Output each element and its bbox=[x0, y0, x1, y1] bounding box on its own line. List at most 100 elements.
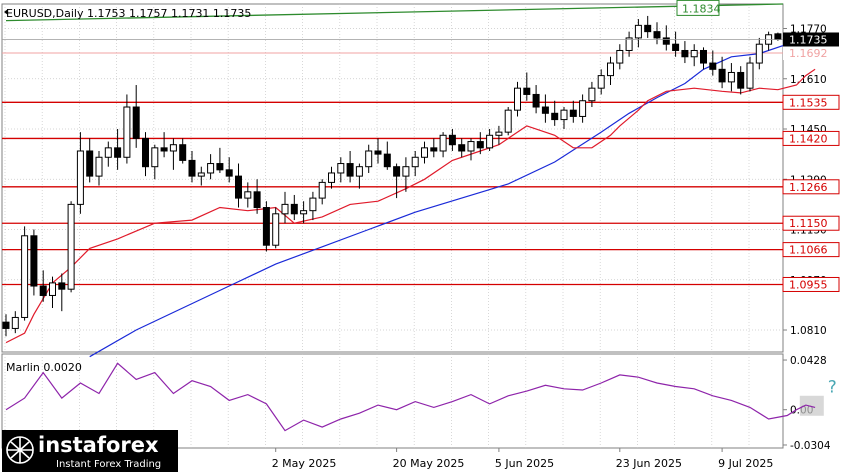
instaforex-logo: instaforex Instant Forex Trading bbox=[2, 430, 178, 472]
candle-bull bbox=[21, 235, 29, 318]
candle-bear bbox=[458, 144, 466, 152]
x-tick-label: 23 Jun 2025 bbox=[616, 457, 682, 470]
candle-bull bbox=[67, 203, 75, 290]
candle-bear bbox=[179, 144, 187, 161]
candle-bull bbox=[411, 156, 419, 168]
candle-bear bbox=[253, 191, 261, 209]
candle-bull bbox=[95, 156, 103, 177]
header-arrow-icon bbox=[4, 9, 8, 15]
indicator-tick-label: -0.0304 bbox=[790, 440, 831, 452]
candle-bull bbox=[560, 109, 568, 121]
candle-bear bbox=[532, 93, 540, 108]
candle-bull bbox=[169, 144, 177, 152]
candle-bull bbox=[467, 141, 475, 152]
candle-bull bbox=[197, 172, 205, 177]
candle-bear bbox=[774, 33, 782, 40]
candle-bear bbox=[58, 282, 66, 290]
instaforex-logo-icon bbox=[6, 436, 34, 464]
candle-bull bbox=[355, 166, 363, 177]
chart-header: EURUSD,Daily 1.1753 1.1757 1.1731 1.1735 bbox=[6, 7, 251, 20]
level-tag-label: 1.1535 bbox=[789, 96, 828, 109]
price-tick-label: 1.1610 bbox=[790, 74, 827, 86]
candle-bull bbox=[309, 197, 317, 212]
candle-bear bbox=[523, 87, 531, 95]
candle-bull bbox=[421, 147, 428, 158]
indicator-question-mark: ? bbox=[828, 377, 837, 397]
candle-bull bbox=[755, 43, 763, 64]
candle-bear bbox=[114, 147, 122, 158]
indicator-tick-label: 0.0428 bbox=[790, 355, 827, 367]
level-tag-label: 1.1266 bbox=[789, 181, 828, 194]
watermark-tagline: Instant Forex Trading bbox=[56, 459, 161, 470]
candle-bear bbox=[672, 43, 680, 51]
candle-bear bbox=[86, 150, 94, 177]
level-tag-box bbox=[782, 242, 840, 258]
candle-bear bbox=[662, 37, 670, 45]
candle-bear bbox=[39, 285, 47, 296]
candle-bull bbox=[318, 181, 326, 199]
candle-bear bbox=[569, 109, 577, 117]
candle-bull bbox=[365, 150, 373, 168]
candle-bull bbox=[746, 62, 754, 89]
candle-bull bbox=[579, 100, 587, 117]
level-tag-box bbox=[782, 179, 840, 195]
level-tag-label: 1.1150 bbox=[789, 217, 828, 230]
candle-bull bbox=[300, 210, 308, 215]
candle-bull bbox=[625, 37, 633, 51]
candle-bull bbox=[504, 109, 512, 133]
candle-bear bbox=[653, 31, 661, 39]
candle-bull bbox=[588, 87, 596, 102]
candle-bull bbox=[402, 166, 410, 177]
candle-bull bbox=[151, 147, 159, 168]
candle-bull bbox=[123, 106, 131, 158]
candle-bull bbox=[207, 163, 215, 174]
candle-bull bbox=[607, 62, 614, 77]
candle-bull bbox=[439, 134, 447, 152]
candle-bear bbox=[430, 147, 438, 152]
candle-bear bbox=[235, 175, 242, 199]
candle-bull bbox=[281, 203, 289, 215]
x-tick-label: 9 Jul 2025 bbox=[718, 457, 773, 470]
price-tick-label: 1.0810 bbox=[790, 325, 827, 337]
current-price-label: 1.1735 bbox=[789, 33, 828, 46]
current-price-box bbox=[783, 32, 839, 47]
x-tick-label: 5 Jun 2025 bbox=[495, 457, 554, 470]
main-panel bbox=[1, 3, 784, 353]
candle-bull bbox=[597, 75, 605, 89]
indicator-highlight bbox=[799, 395, 824, 416]
trend-tag-box bbox=[676, 0, 720, 16]
level-tag-box bbox=[782, 94, 840, 110]
level-tag-label: 1.1420 bbox=[789, 132, 828, 145]
candle-bear bbox=[700, 49, 707, 64]
candle-bear bbox=[225, 169, 233, 177]
candle-bull bbox=[727, 71, 735, 83]
candle-bull bbox=[244, 191, 252, 199]
level-tag-box bbox=[782, 276, 840, 292]
candle-bear bbox=[476, 141, 484, 149]
ask-tag-box bbox=[783, 45, 839, 60]
ask-tag-label: 1.1692 bbox=[789, 47, 828, 60]
x-tick-label: 20 May 2025 bbox=[393, 457, 465, 470]
level-tag-box bbox=[782, 215, 840, 231]
candle-bear bbox=[216, 163, 224, 171]
trend-tag-label: 1.1834 bbox=[682, 2, 721, 15]
trend-line bbox=[5, 3, 784, 22]
candle-bull bbox=[11, 316, 19, 329]
candle-bull bbox=[76, 150, 84, 205]
candle-bear bbox=[644, 24, 652, 33]
candle-bear bbox=[393, 166, 401, 177]
candle-bull bbox=[486, 134, 494, 149]
candle-bear bbox=[383, 153, 391, 168]
candle-bear bbox=[30, 235, 38, 287]
candle-bull bbox=[337, 163, 345, 174]
candle-bear bbox=[737, 71, 745, 89]
candle-bear bbox=[2, 321, 10, 329]
candle-bull bbox=[616, 49, 624, 64]
candle-bear bbox=[290, 203, 298, 215]
candle-bull bbox=[104, 147, 112, 158]
candle-bull bbox=[328, 172, 335, 183]
candle-bull bbox=[49, 282, 56, 296]
candle-bear bbox=[551, 112, 559, 121]
indicator-label: Marlin 0.0020 bbox=[6, 361, 82, 374]
